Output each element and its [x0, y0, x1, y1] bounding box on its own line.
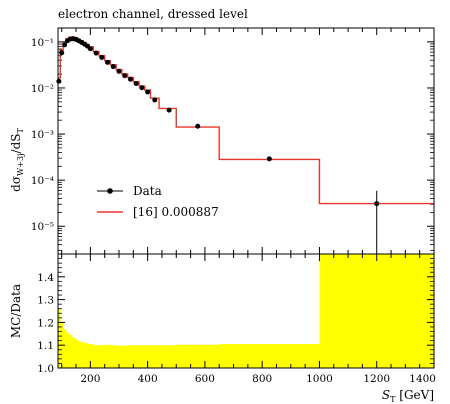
data-points [56, 36, 380, 248]
ratio-band-bin [98, 345, 106, 368]
ratio-band-bin [80, 341, 84, 368]
data-point [87, 46, 93, 52]
ratio-band-bin [68, 334, 73, 368]
ratio-band-bin [127, 345, 134, 368]
ratio-band-bin [93, 345, 100, 368]
data-point [145, 89, 151, 95]
data-point [99, 54, 105, 60]
main-plot-frame [57, 27, 435, 255]
ratio-band-bin [104, 344, 111, 368]
main-y-axis-label: dσW+3j/dST [9, 128, 25, 192]
data-point [93, 50, 99, 56]
data-point [195, 123, 201, 129]
main-y-tick-label: 10⁻⁴ [31, 175, 54, 187]
mc-step-line [58, 36, 434, 205]
main-plot-panel: 10⁻¹ 10⁻² 10⁻³ 10⁻⁴ 10⁻⁵ [31, 27, 435, 255]
data-point [374, 201, 380, 207]
ratio-band-bin [219, 344, 320, 368]
ratio-band [58, 254, 435, 368]
x-tick-label: 200 [80, 373, 100, 385]
ratio-band-bin [88, 344, 94, 368]
ratio-y-tick-label: 1.0 [37, 363, 54, 375]
x-tick-label: 1200 [363, 373, 390, 385]
x-tick-label: 600 [195, 373, 215, 385]
ratio-band-bin [71, 337, 76, 368]
ratio-band-bin [74, 339, 78, 368]
data-point [139, 85, 145, 91]
ratio-band-bin [176, 344, 220, 368]
legend-mc-label: [16] 0.000887 [133, 205, 219, 219]
data-point [110, 64, 116, 70]
chart-title: electron channel, dressed level [58, 7, 248, 21]
data-point [127, 76, 133, 82]
ratio-band-bin [139, 345, 146, 368]
data-point [116, 68, 122, 74]
ratio-band-bin [66, 332, 70, 368]
x-tick-label: 1000 [306, 373, 333, 385]
ratio-y-axis-label: MC/Data [9, 284, 23, 338]
main-y-tick-label: 10⁻³ [31, 129, 54, 141]
mc-histogram [58, 36, 434, 205]
ratio-band-bin [144, 345, 151, 368]
x-axis-label: ST [GeV] [382, 388, 434, 404]
main-y-tick-label: 10⁻¹ [31, 37, 54, 49]
ratio-y-tick-label: 1.1 [37, 340, 54, 352]
ratio-band-bin [159, 345, 177, 368]
ratio-band-bin [133, 345, 140, 368]
ratio-band-bin [63, 329, 67, 368]
ratio-axis-ticks: 1.0 1.1 1.2 1.3 1.4 200 400 600 800 1000 1200 1400 [37, 254, 436, 385]
ratio-band-bin [116, 345, 123, 368]
ratio-plot-frame [57, 253, 435, 369]
legend-data-marker [107, 188, 113, 194]
x-tick-label: 400 [138, 373, 158, 385]
data-point [59, 50, 65, 56]
main-y-tick-label: 10⁻⁵ [31, 221, 54, 233]
data-point [56, 78, 62, 84]
ratio-band-bin [110, 345, 117, 368]
ratio-y-tick-label: 1.3 [37, 295, 54, 307]
ratio-y-tick-label: 1.4 [37, 272, 54, 284]
ratio-band-bin [77, 340, 81, 368]
main-y-tick-label: 10⁻² [31, 83, 54, 95]
ratio-plot-panel: 1.0 1.1 1.2 1.3 1.4 200 400 600 800 1000 1200 1400 [37, 253, 436, 385]
ratio-band-bin [86, 343, 90, 368]
ratio-band-bin [319, 254, 435, 368]
ratio-y-tick-label: 1.2 [37, 317, 54, 329]
data-point [122, 73, 128, 79]
data-point [266, 156, 272, 162]
data-point [62, 42, 68, 48]
data-point [133, 81, 139, 87]
data-point [152, 97, 158, 103]
x-tick-label: 1400 [409, 373, 436, 385]
ratio-band-bin [150, 345, 160, 368]
data-point [166, 107, 172, 113]
ratio-band-bin [58, 308, 61, 368]
ratio-band-bin [121, 345, 128, 368]
x-tick-label: 800 [252, 373, 272, 385]
ratio-band-bin [83, 342, 87, 368]
legend-data-label: Data [133, 184, 162, 198]
data-point [105, 59, 111, 65]
legend: Data [16] 0.000887 [97, 184, 219, 219]
main-axis-ticks: 10⁻¹ 10⁻² 10⁻³ 10⁻⁴ 10⁻⁵ [31, 28, 434, 254]
